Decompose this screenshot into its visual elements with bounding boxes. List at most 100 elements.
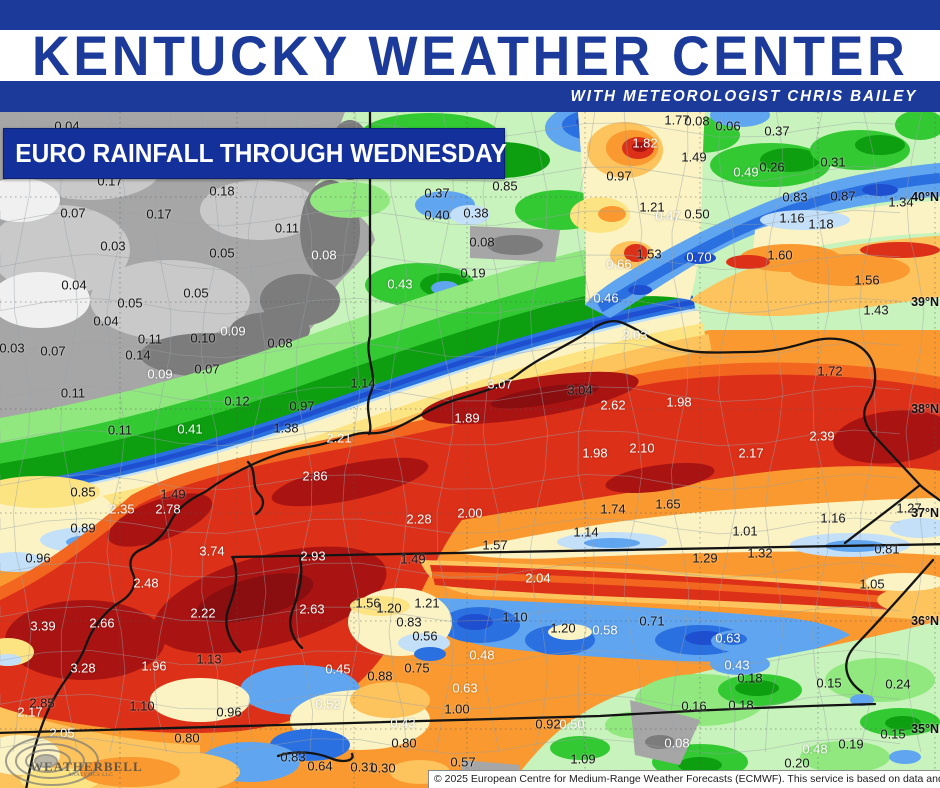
map-value-label: 2.78 bbox=[155, 501, 181, 517]
map-value-label: 1.98 bbox=[582, 445, 608, 461]
map-value-label: 1.27 bbox=[896, 500, 922, 516]
map-value-label: 0.43 bbox=[387, 276, 413, 292]
map-value-label: 0.37 bbox=[424, 185, 450, 201]
map-value-label: 0.96 bbox=[216, 704, 242, 720]
map-value-label: 0.41 bbox=[177, 421, 203, 437]
map-value-label: 1.29 bbox=[692, 550, 718, 566]
map-value-label: 0.43 bbox=[724, 657, 750, 673]
map-value-label: 2.00 bbox=[457, 505, 483, 521]
map-value-label: 0.16 bbox=[681, 698, 707, 714]
map-value-label: 0.92 bbox=[535, 716, 561, 732]
map-value-label: 0.45 bbox=[325, 661, 351, 677]
map-value-label: 0.50 bbox=[684, 206, 710, 222]
map-value-label: 0.58 bbox=[592, 622, 618, 638]
map-value-label: 2.21 bbox=[326, 430, 352, 446]
latitude-label: 39°N bbox=[911, 295, 939, 309]
map-value-label: 0.46 bbox=[593, 290, 619, 306]
map-value-label: 0.11 bbox=[107, 422, 133, 438]
map-value-label: 0.52 bbox=[315, 696, 341, 712]
map-value-label: 1.43 bbox=[863, 302, 889, 318]
map-value-label: 1.74 bbox=[600, 501, 626, 517]
map-value-label: 2.17 bbox=[17, 704, 43, 720]
map-value-label: 1.96 bbox=[141, 658, 167, 674]
map-value-label: 0.14 bbox=[125, 347, 151, 363]
map-value-label: 0.48 bbox=[469, 647, 495, 663]
map-value-label: 0.80 bbox=[174, 730, 200, 746]
map-value-label: 0.83 bbox=[280, 749, 306, 765]
map-value-label: 1.98 bbox=[666, 394, 692, 410]
map-value-label: 0.63 bbox=[715, 630, 741, 646]
map-value-label: 0.05 bbox=[183, 285, 209, 301]
map-value-label: 2.63 bbox=[299, 601, 325, 617]
title-band: KENTUCKY WEATHER CENTER bbox=[0, 23, 940, 87]
map-value-label: 0.63 bbox=[452, 680, 478, 696]
map-value-label: 2.39 bbox=[809, 428, 835, 444]
map-value-label: 0.18 bbox=[209, 183, 235, 199]
latitude-label: 36°N bbox=[911, 614, 939, 628]
map-value-label: 0.48 bbox=[802, 741, 828, 757]
weatherbell-swirl-icon bbox=[5, 736, 99, 786]
map-value-label: 0.08 bbox=[664, 735, 690, 751]
map-value-label: 0.85 bbox=[492, 178, 518, 194]
attribution-bar: © 2025 European Centre for Medium-Range … bbox=[428, 770, 940, 788]
map-value-label: 1.10 bbox=[502, 609, 528, 625]
map-value-label: 0.87 bbox=[830, 188, 856, 204]
map-value-label: 0.97 bbox=[289, 398, 315, 414]
map-value-label: 1.21 bbox=[414, 595, 440, 611]
map-value-label: 1.34 bbox=[888, 194, 914, 210]
map-value-label: 2.48 bbox=[133, 575, 159, 591]
map-value-label: 1.32 bbox=[747, 545, 773, 561]
map-value-label: 3.07 bbox=[487, 376, 513, 392]
map-value-label: 0.56 bbox=[412, 628, 438, 644]
map-value-label: 0.17 bbox=[146, 206, 172, 222]
map-value-label: 1.18 bbox=[808, 216, 834, 232]
map-value-label: 1.77 bbox=[664, 112, 690, 128]
map-value-label: 2.10 bbox=[629, 440, 655, 456]
map-value-label: 0.06 bbox=[715, 118, 741, 134]
latitude-label: 35°N bbox=[911, 722, 939, 736]
map-value-label: 0.03 bbox=[100, 238, 126, 254]
map-value-label: 0.43 bbox=[390, 715, 416, 731]
banner-label: EURO RAINFALL THROUGH WEDNESDAY bbox=[15, 138, 507, 168]
map-value-label: 0.15 bbox=[816, 675, 842, 691]
map-value-label: 0.83 bbox=[782, 189, 808, 205]
map-value-label: 0.70 bbox=[686, 249, 712, 265]
map-value-label: 0.30 bbox=[370, 760, 396, 776]
map-value-label: 1.53 bbox=[636, 246, 662, 262]
map-value-label: 1.20 bbox=[550, 620, 576, 636]
map-value-label: 1.05 bbox=[859, 576, 885, 592]
map-value-label: 3.28 bbox=[70, 660, 96, 676]
map-value-label: 1.49 bbox=[681, 149, 707, 165]
map-value-label: 0.24 bbox=[885, 676, 911, 692]
subtitle-bar: WITH METEOROLOGIST CHRIS BAILEY bbox=[0, 81, 940, 112]
title-banner: EURO RAINFALL THROUGH WEDNESDAY bbox=[3, 128, 507, 179]
map-value-label: 0.66 bbox=[606, 256, 632, 272]
lat-lon-graticule bbox=[0, 112, 940, 788]
map-value-label: 1.10 bbox=[129, 698, 155, 714]
map-value-label: 2.62 bbox=[600, 397, 626, 413]
map-value-label: 0.04 bbox=[93, 313, 119, 329]
map-value-label: 0.08 bbox=[469, 234, 495, 250]
weatherbell-sub-text: ANALYTICS LLC bbox=[68, 773, 114, 778]
map-value-label: 0.18 bbox=[737, 670, 763, 686]
map-value-label: 2.17 bbox=[738, 445, 764, 461]
map-value-label: 0.81 bbox=[874, 541, 900, 557]
county-borders bbox=[0, 111, 925, 755]
map-value-label: 2.93 bbox=[300, 548, 326, 564]
map-value-label: 0.07 bbox=[194, 361, 220, 377]
header-top-bar bbox=[0, 0, 940, 30]
map-value-label: 0.47 bbox=[655, 208, 681, 224]
map-value-label: 1.01 bbox=[732, 523, 758, 539]
map-value-label: 0.09 bbox=[147, 366, 173, 382]
map-value-label: 0.11 bbox=[137, 331, 163, 347]
map-value-label: 2.86 bbox=[302, 468, 328, 484]
map-value-label: 2.66 bbox=[89, 615, 115, 631]
map-value-label: 1.89 bbox=[454, 410, 480, 426]
map-value-label: 1.09 bbox=[570, 751, 596, 767]
map-value-label: 0.38 bbox=[463, 205, 489, 221]
map-value-label: 0.05 bbox=[117, 295, 143, 311]
map-value-label: 1.72 bbox=[817, 363, 843, 379]
map-value-label: 0.71 bbox=[639, 613, 665, 629]
map-value-label: 0.04 bbox=[61, 277, 87, 293]
page-title: KENTUCKY WEATHER CENTER bbox=[31, 23, 909, 87]
